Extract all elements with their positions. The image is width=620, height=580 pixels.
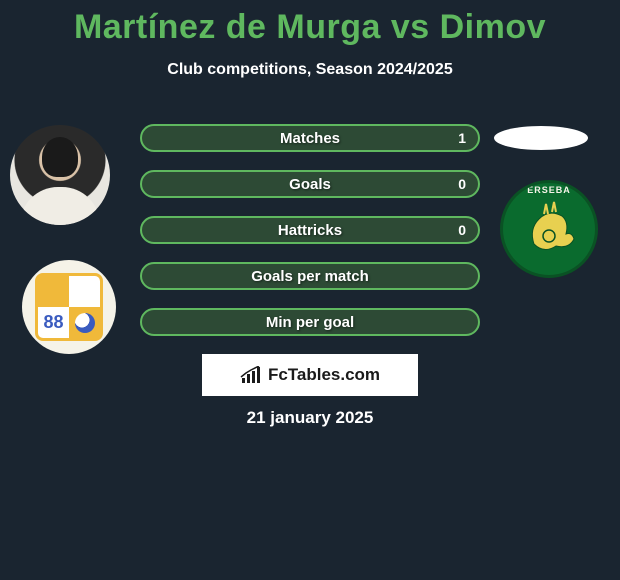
stat-right-value: 1 [458,130,466,146]
stat-label: Goals per match [251,268,369,285]
stat-label: Goals [289,176,331,193]
club-left-number: 88 [38,307,69,338]
bar-chart-icon [240,366,262,384]
stat-row-goals: Goals 0 [140,170,480,198]
stat-row-matches: Matches 1 [140,124,480,152]
stat-label: Hattricks [278,222,342,239]
date: 21 january 2025 [0,408,620,428]
stat-row-goals-per-match: Goals per match [140,262,480,290]
player-avatar-left [10,125,110,225]
stat-row-min-per-goal: Min per goal [140,308,480,336]
soccer-ball-icon [69,307,100,338]
stat-right-value: 0 [458,176,466,192]
watermark: FcTables.com [202,354,418,396]
club-right-arc-text: ERSEBA [527,185,571,195]
club-badge-right: ERSEBA [500,180,598,278]
crocodile-icon [514,194,584,264]
club-badge-left: 88 [22,260,116,354]
page-title: Martínez de Murga vs Dimov [0,0,620,47]
stat-right-value: 0 [458,222,466,238]
stat-bars: Matches 1 Goals 0 Hattricks 0 Goals per … [140,124,480,354]
watermark-text: FcTables.com [268,365,380,385]
badge-right-ellipse [494,126,588,150]
stat-row-hattricks: Hattricks 0 [140,216,480,244]
stat-label: Min per goal [266,314,354,331]
subtitle: Club competitions, Season 2024/2025 [0,61,620,79]
club-badge-left-shield: 88 [35,273,103,341]
stat-label: Matches [280,130,340,147]
